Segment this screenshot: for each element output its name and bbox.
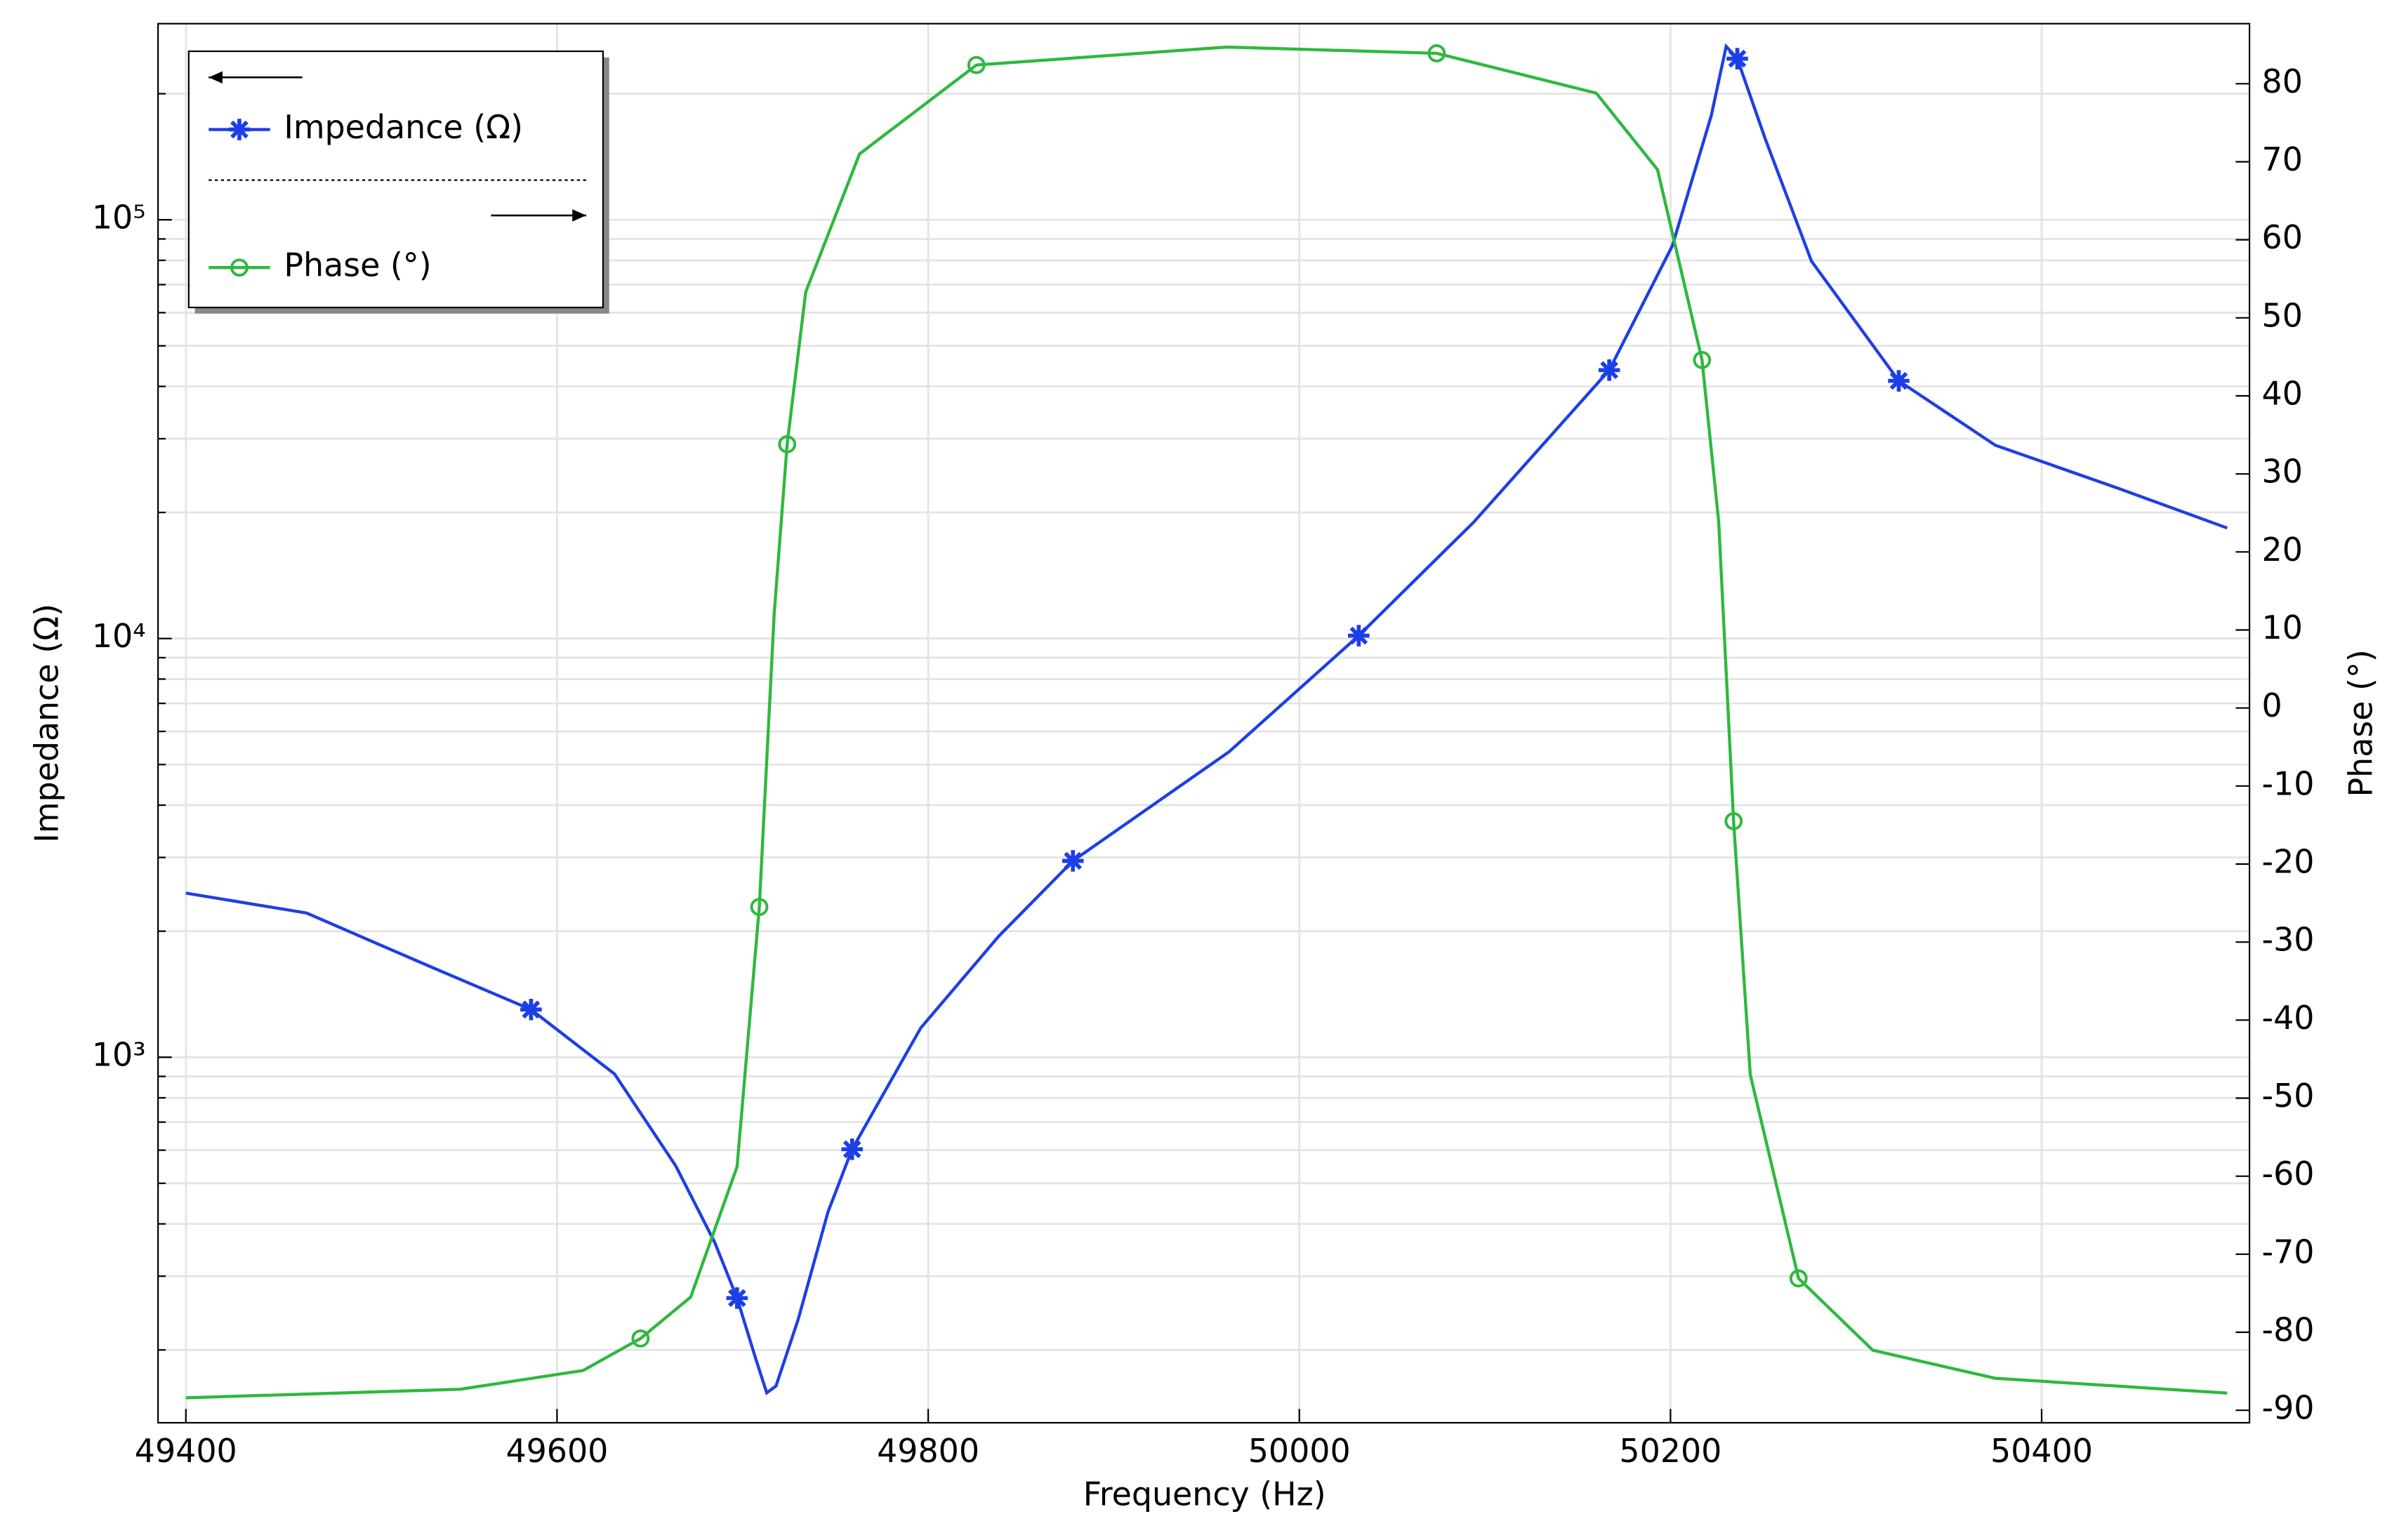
y2-tick-label: -10 [2262, 764, 2315, 802]
legend-label: Phase (°) [284, 246, 431, 284]
y2-tick-label: 50 [2262, 296, 2303, 334]
y2-tick-label: 60 [2262, 218, 2303, 256]
grid [158, 23, 2250, 1423]
y2-tick-label: -30 [2262, 921, 2315, 959]
y-axis-label: Impedance (Ω) [27, 604, 65, 843]
y2-tick-label: 30 [2262, 453, 2303, 491]
marker [1724, 811, 1743, 830]
x-tick-label: 49400 [135, 1432, 237, 1470]
y-tick-label: 10⁵ [92, 199, 146, 237]
y2-tick-label: -60 [2262, 1155, 2315, 1193]
legend-arrowhead [209, 71, 223, 84]
marker [520, 998, 542, 1021]
y2-tick-label: 80 [2262, 62, 2303, 100]
y2-tick-label: 10 [2262, 609, 2303, 646]
x-tick-label: 50400 [1990, 1432, 2093, 1470]
legend-arrowhead [572, 209, 586, 222]
marker [1062, 850, 1084, 872]
marker [1726, 48, 1748, 69]
y2-axis-label: Phase (°) [2341, 649, 2379, 797]
legend: Impedance (Ω) Phase (°) [187, 50, 609, 314]
x-tick-label: 50000 [1248, 1432, 1351, 1470]
marker [1693, 350, 1712, 369]
marker [726, 1287, 748, 1309]
line [185, 43, 2228, 1395]
y-tick-label: 10³ [92, 1036, 146, 1074]
marker [778, 435, 797, 453]
series [185, 44, 2228, 1400]
y2-tick-label: -90 [2262, 1389, 2315, 1427]
x-tick-label: 50200 [1619, 1432, 1721, 1470]
marker [228, 119, 251, 140]
x-tick-label: 49600 [505, 1432, 608, 1470]
plot-frame [157, 22, 2251, 1424]
marker [1427, 44, 1446, 62]
marker [631, 1329, 650, 1348]
marker [841, 1138, 863, 1160]
legend-label: Impedance (Ω) [284, 108, 523, 146]
series [185, 43, 2228, 1395]
y2-tick-label: -20 [2262, 842, 2315, 880]
y2-tick-label: 40 [2262, 374, 2303, 412]
y2-tick-label: 0 [2262, 686, 2282, 724]
y2-tick-label: 70 [2262, 140, 2303, 178]
x-tick-label: 49800 [877, 1432, 979, 1470]
marker [750, 898, 769, 917]
marker [1789, 1269, 1808, 1288]
y2-tick-label: -40 [2262, 999, 2315, 1037]
y2-tick-label: -80 [2262, 1311, 2315, 1349]
y2-tick-label: 20 [2262, 531, 2303, 569]
marker [1888, 370, 1910, 392]
marker [1598, 359, 1620, 381]
y-tick-label: 10⁴ [92, 617, 146, 655]
marker [230, 258, 249, 277]
line [185, 45, 2228, 1400]
x-axis-label: Frequency (Hz) [1083, 1475, 1326, 1513]
y2-tick-label: -70 [2262, 1233, 2315, 1270]
y2-tick-label: -50 [2262, 1077, 2315, 1115]
marker [1348, 625, 1370, 646]
marker [967, 55, 986, 74]
